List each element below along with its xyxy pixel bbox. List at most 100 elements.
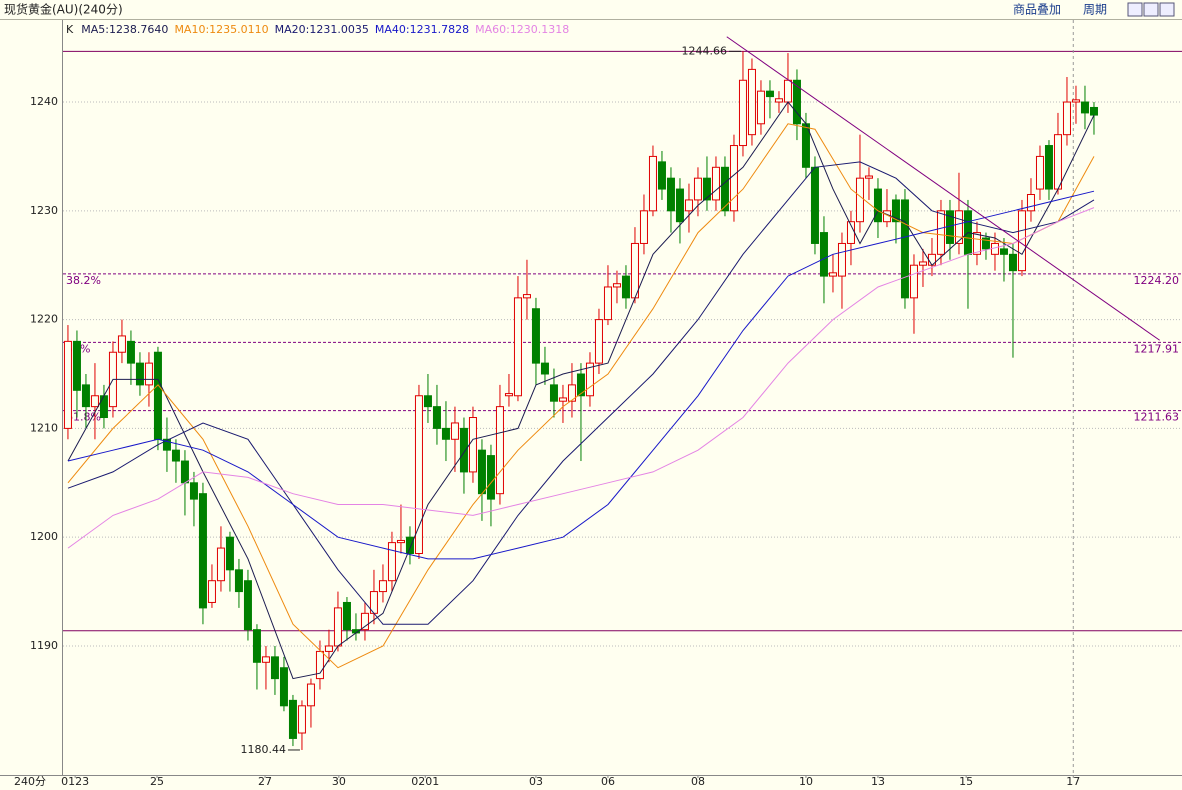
overlay-button[interactable]: 商品叠加 bbox=[1013, 2, 1061, 17]
x-tick-label: 15 bbox=[959, 775, 973, 788]
fib-ratio-label: 38.2% bbox=[66, 274, 101, 287]
candle-body bbox=[855, 177, 864, 223]
candle-body bbox=[819, 232, 828, 277]
candle-body bbox=[90, 395, 99, 408]
candle-body bbox=[270, 656, 279, 680]
candle-body bbox=[252, 629, 261, 663]
candle-body bbox=[288, 699, 297, 739]
candle-body bbox=[873, 188, 882, 223]
candle-body bbox=[549, 384, 558, 402]
candle-body bbox=[594, 319, 603, 364]
x-tick-label: 06 bbox=[601, 775, 615, 788]
y-tick-label: 1230 bbox=[30, 204, 58, 217]
candle-body bbox=[612, 283, 621, 288]
legend-entry: MA5:1238.7640 bbox=[81, 23, 168, 36]
x-unit-label: 240分 bbox=[14, 775, 46, 788]
candle-body bbox=[486, 455, 495, 500]
candle-body bbox=[1089, 106, 1098, 116]
candle-body bbox=[792, 79, 801, 125]
candle-body bbox=[414, 395, 423, 555]
candle-body bbox=[117, 335, 126, 353]
candle-body bbox=[333, 607, 342, 647]
candle-body bbox=[1080, 101, 1089, 114]
button-close[interactable] bbox=[1159, 2, 1175, 17]
legend-entry: MA20:1231.0035 bbox=[275, 23, 369, 36]
annotation-label: 1180.44 bbox=[240, 743, 286, 756]
candle-body bbox=[423, 395, 432, 408]
candle-body bbox=[684, 199, 693, 212]
candle-body bbox=[279, 667, 288, 707]
candle-body bbox=[909, 264, 918, 299]
x-tick-label: 25 bbox=[150, 775, 164, 788]
candle-body bbox=[828, 272, 837, 277]
window-buttons bbox=[1127, 2, 1175, 17]
candle-body bbox=[1035, 155, 1044, 190]
candle-body bbox=[711, 166, 720, 201]
y-tick-label: 1240 bbox=[30, 95, 58, 108]
period-button[interactable]: 周期 bbox=[1083, 3, 1107, 17]
x-tick-label: 13 bbox=[871, 775, 885, 788]
chart-title: 现货黄金(AU)(240分) bbox=[4, 2, 123, 17]
ma-line bbox=[67, 101, 1095, 680]
candle-body bbox=[477, 449, 486, 495]
legend-entry: MA40:1231.7828 bbox=[375, 23, 469, 36]
y-tick-label: 1210 bbox=[30, 421, 58, 434]
candle-body bbox=[954, 210, 963, 244]
candle-body bbox=[567, 384, 576, 402]
candle-body bbox=[135, 362, 144, 386]
candle-body bbox=[693, 177, 702, 201]
candle-body bbox=[981, 237, 990, 250]
candle-body bbox=[378, 580, 387, 593]
legend-entry: MA10:1235.0110 bbox=[174, 23, 268, 36]
fib-ratio-label: 61.8% bbox=[66, 411, 101, 424]
candle-body bbox=[441, 427, 450, 440]
candle-body bbox=[702, 177, 711, 201]
x-tick-label: 17 bbox=[1066, 775, 1080, 788]
candle-body bbox=[324, 645, 333, 652]
candle-body bbox=[531, 308, 540, 364]
candle-body bbox=[162, 438, 171, 451]
candle-body bbox=[207, 580, 216, 603]
candle-body bbox=[342, 601, 351, 631]
candle-body bbox=[81, 384, 90, 408]
candle-body bbox=[900, 199, 909, 299]
candle-body bbox=[756, 90, 765, 125]
candle-body bbox=[504, 393, 513, 397]
candle-body bbox=[720, 166, 729, 212]
candle-body bbox=[126, 340, 135, 364]
candle-body bbox=[657, 161, 666, 190]
candle-body bbox=[1062, 101, 1071, 136]
candle-body bbox=[171, 449, 180, 462]
candle-body bbox=[297, 705, 306, 734]
legend-entry: MA60:1230.1318 bbox=[475, 23, 569, 36]
x-tick-label: 08 bbox=[691, 775, 705, 788]
candle-body bbox=[585, 362, 594, 397]
x-tick-label: 0123 bbox=[61, 775, 89, 788]
candle-body bbox=[450, 422, 459, 440]
ma-line bbox=[67, 190, 1095, 560]
candle-body bbox=[603, 286, 612, 321]
candle-body bbox=[432, 406, 441, 429]
y-tick-label: 1190 bbox=[30, 639, 58, 652]
x-tick-label: 27 bbox=[258, 775, 272, 788]
candle-body bbox=[306, 683, 315, 707]
candle-body bbox=[1053, 134, 1062, 190]
candle-body bbox=[225, 536, 234, 571]
candle-body bbox=[522, 294, 531, 299]
button-right[interactable] bbox=[1143, 2, 1159, 17]
candle-body bbox=[1071, 99, 1080, 103]
candle-body bbox=[810, 166, 819, 244]
ma-line bbox=[67, 207, 1095, 549]
candle-body bbox=[387, 542, 396, 582]
candle-body bbox=[189, 482, 198, 500]
candle-body bbox=[72, 340, 81, 391]
candle-body bbox=[675, 188, 684, 223]
candle-body bbox=[405, 536, 414, 555]
candle-body bbox=[666, 177, 675, 212]
candle-body bbox=[315, 650, 324, 680]
candle-body bbox=[999, 248, 1008, 255]
button-left[interactable] bbox=[1127, 2, 1143, 17]
candle-body bbox=[1044, 145, 1053, 190]
candle-body bbox=[153, 351, 162, 440]
fib-price-label: 1224.20 bbox=[1134, 274, 1180, 287]
